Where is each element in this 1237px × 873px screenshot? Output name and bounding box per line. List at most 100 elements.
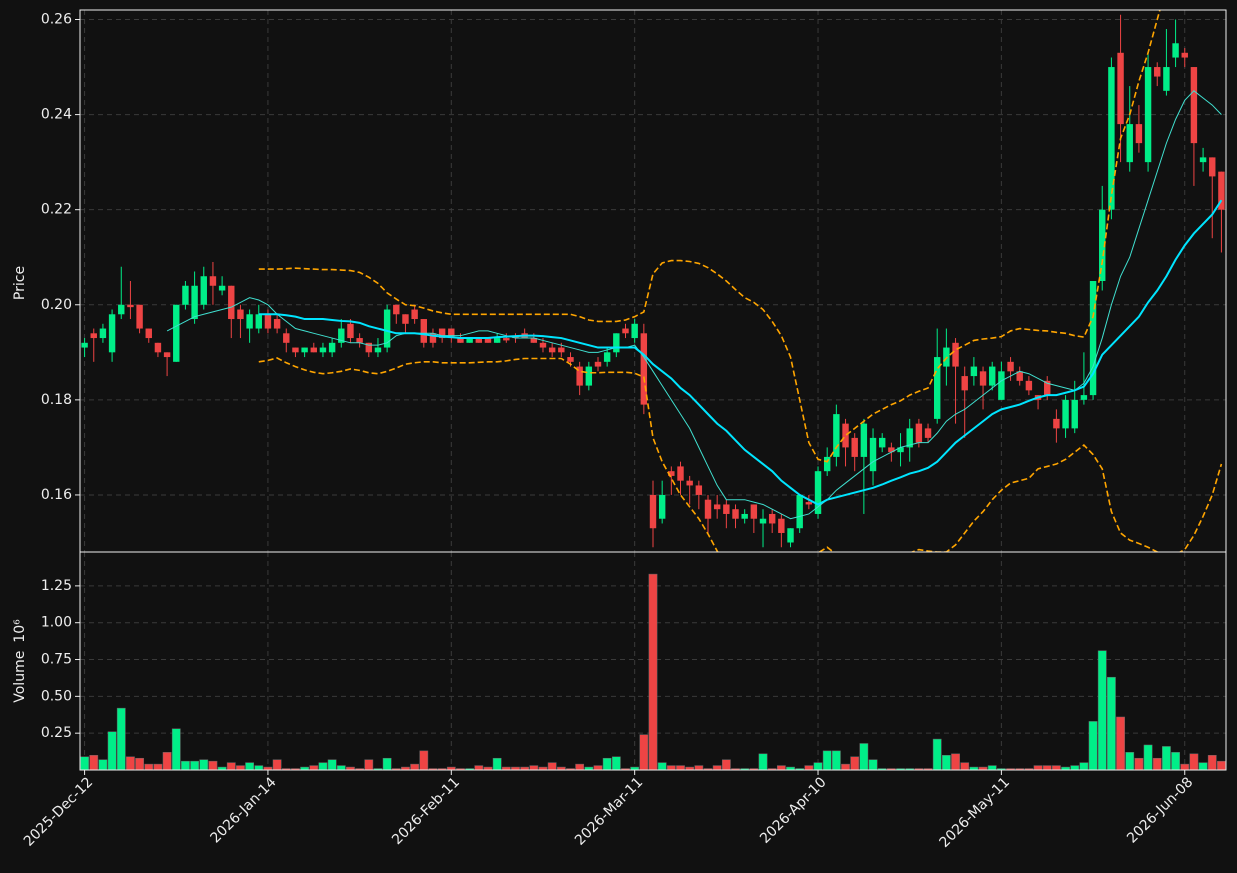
y-axis-label: Price	[12, 266, 28, 300]
candle-body	[585, 366, 593, 386]
volume-bar	[181, 760, 190, 771]
candle-body	[1154, 67, 1161, 77]
candle-body	[411, 309, 418, 320]
volume-bar	[153, 763, 163, 771]
volume-bar	[1143, 744, 1153, 771]
y-tick-label: 0.20	[41, 297, 72, 313]
candle-body	[594, 361, 602, 367]
candle-body	[530, 338, 538, 343]
volume-bar	[364, 759, 374, 771]
candle-body	[182, 285, 189, 305]
volume-bar	[1107, 676, 1116, 771]
candle-body	[704, 499, 712, 519]
volume-bar	[1189, 753, 1199, 771]
y-tick-label: 0.50	[41, 688, 72, 704]
candle-body	[1089, 281, 1097, 396]
candle-body	[429, 333, 437, 343]
candle-body	[503, 338, 510, 341]
volume-bar	[107, 731, 117, 771]
volume-bar	[116, 707, 126, 771]
candle-body	[933, 357, 941, 419]
candle-body	[438, 328, 446, 339]
volume-scale-label: 10⁶	[12, 619, 28, 643]
candle-body	[961, 376, 968, 391]
volume-bar	[1088, 721, 1098, 771]
volume-bar	[1207, 755, 1217, 771]
candle-body	[823, 456, 831, 472]
volume-bar	[758, 753, 768, 771]
volume-bar	[1134, 757, 1144, 771]
candle-body	[1071, 399, 1078, 429]
volume-bar	[1070, 765, 1080, 771]
x-tick-label: 2025-Dec-12	[21, 774, 96, 849]
volume-bar	[410, 763, 420, 771]
candle-body	[741, 513, 748, 519]
candle-body	[448, 328, 455, 339]
candle-body	[576, 366, 583, 386]
volume-bar	[593, 765, 603, 771]
y-tick-label: 1.00	[41, 615, 72, 631]
volume-bar	[1079, 762, 1089, 771]
candle-body	[558, 347, 565, 353]
candle-body	[649, 494, 657, 529]
volume-bar	[327, 759, 337, 771]
candle-body	[1135, 124, 1143, 144]
candle-body	[163, 352, 171, 358]
candles	[81, 14, 1225, 548]
candle-body	[567, 357, 574, 362]
volume-bar	[657, 762, 667, 771]
candle-body	[292, 347, 299, 353]
volume-bar	[841, 763, 850, 771]
x-tick-label: 2026-Apr-10	[757, 774, 830, 847]
candle-body	[998, 371, 1005, 400]
candle-body	[979, 371, 987, 386]
candle-body	[1044, 380, 1051, 396]
volume-bar	[1033, 765, 1043, 771]
volume-bar	[318, 762, 328, 771]
y-tick-label: 0.22	[41, 202, 72, 218]
candle-body	[732, 509, 739, 519]
candle-body	[1144, 67, 1152, 163]
candle-body	[906, 428, 913, 448]
candle-body	[328, 342, 336, 353]
candle-body	[457, 338, 464, 343]
candle-body	[1016, 371, 1023, 381]
candle-body	[1190, 67, 1198, 144]
volume-bar	[336, 765, 346, 771]
candle-body	[493, 338, 501, 343]
volume-bar	[1116, 716, 1125, 771]
candle-body	[420, 319, 428, 343]
candle-body	[1062, 399, 1069, 429]
candle-body	[1080, 395, 1088, 400]
volume-bar	[1162, 746, 1171, 771]
price-panel	[80, 10, 1226, 552]
candle-body	[970, 366, 978, 377]
volume-bar	[529, 765, 539, 771]
candle-body	[1163, 67, 1170, 91]
candle-body	[228, 285, 235, 320]
volume-bar	[859, 743, 869, 771]
candle-body	[99, 328, 107, 339]
candle-body	[787, 528, 794, 543]
candle-body	[118, 304, 125, 315]
x-tick-label: 2026-Jan-14	[208, 774, 280, 846]
candle-body	[319, 347, 327, 353]
candle-body	[613, 333, 620, 353]
y-tick-label: 0.24	[41, 107, 72, 123]
volume-bar	[721, 759, 731, 771]
candle-body	[796, 494, 803, 529]
volume-bar	[547, 762, 557, 771]
candle-body	[539, 342, 547, 348]
volume-bar	[1125, 752, 1135, 771]
volume-bar	[236, 765, 245, 771]
candle-body	[90, 333, 97, 339]
candle-body	[851, 437, 858, 457]
candle-body	[1007, 361, 1014, 372]
volume-bar	[960, 762, 970, 771]
volume-bar	[822, 750, 832, 771]
y-tick-label: 0.16	[41, 487, 72, 503]
candle-body	[677, 466, 684, 481]
y-tick-label: 0.75	[41, 652, 72, 668]
candle-body	[136, 304, 143, 329]
candle-body	[264, 314, 272, 329]
